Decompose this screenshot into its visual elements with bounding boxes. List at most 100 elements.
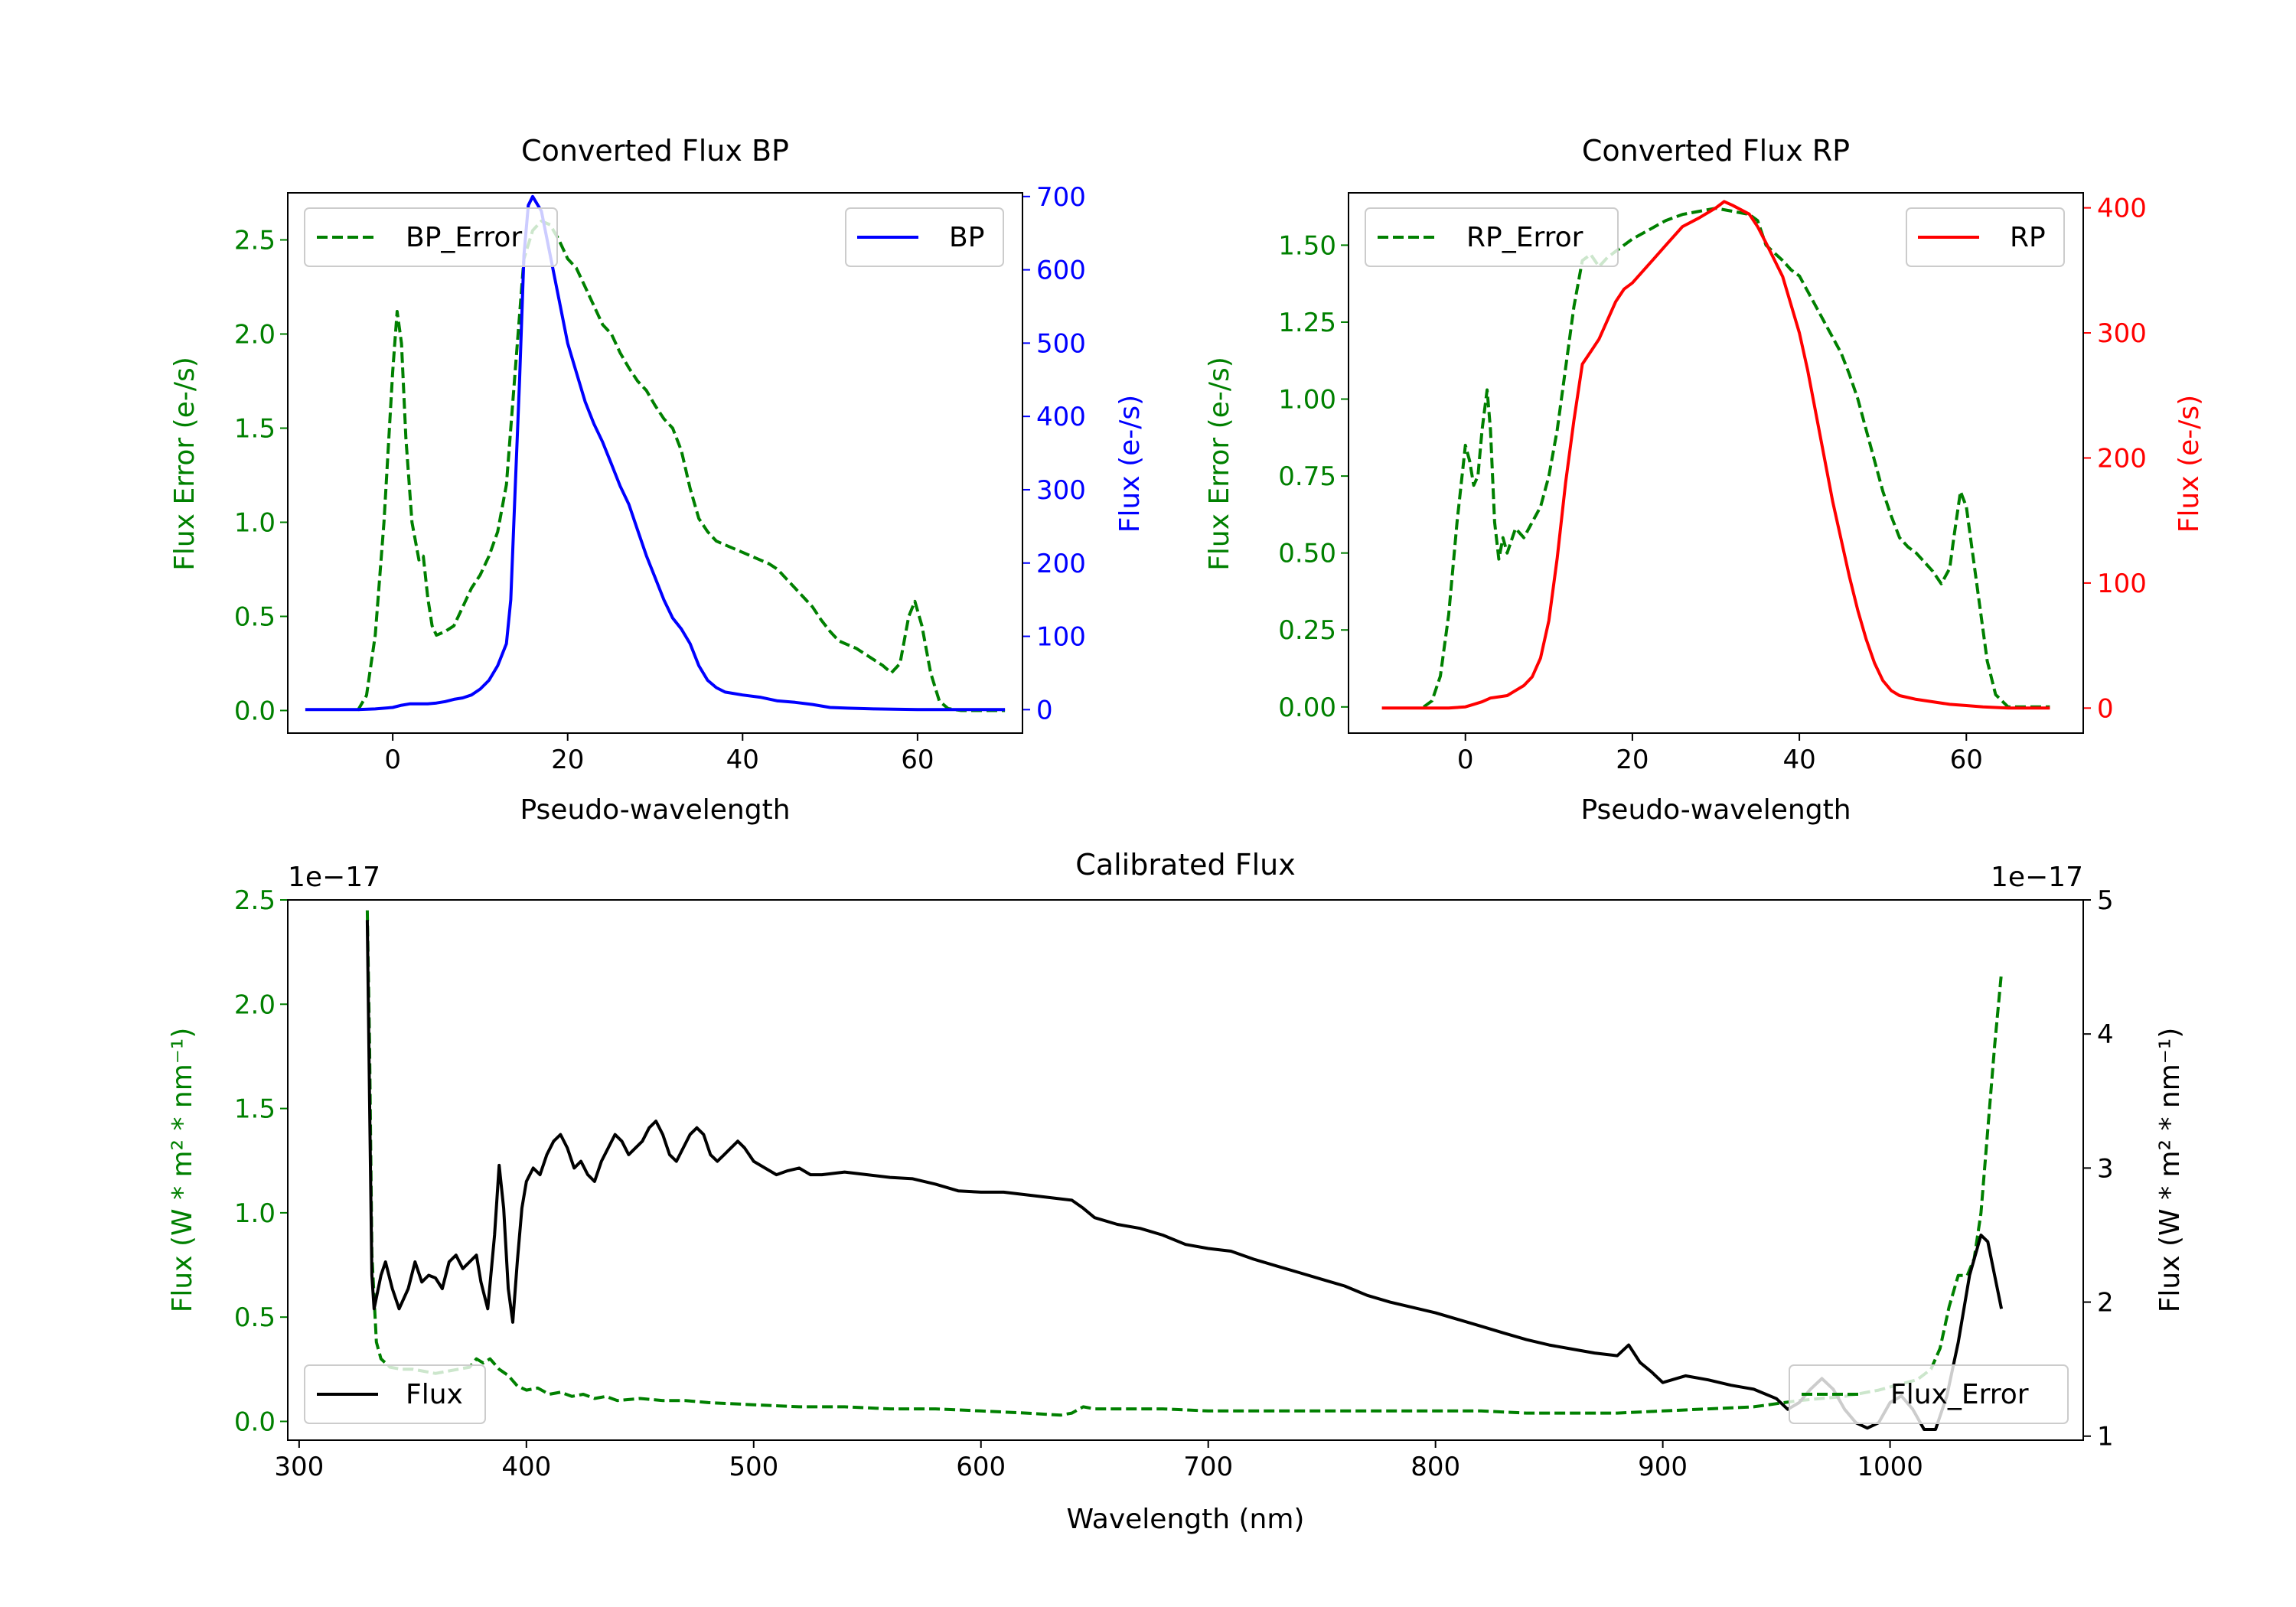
x-tick-label: 0 xyxy=(1457,745,1474,775)
panel-calibrated-flux: Calibrated Flux 1e−17 1e−17 0.0 0.5 1.0 1.5… xyxy=(167,848,2186,1535)
x-tick-label: 20 xyxy=(551,745,584,775)
legend-box xyxy=(845,207,1004,267)
y-left-tick-label: 0.25 xyxy=(1278,615,1336,646)
right-axis-ticks: 0 100 200 300 400 xyxy=(2083,194,2147,724)
y-left-tick-label: 2.0 xyxy=(234,319,276,350)
legend-label: BP xyxy=(949,222,984,253)
y-axis-label-left: Flux Error (e-/s) xyxy=(1204,357,1235,571)
y-right-tick-label: 3 xyxy=(2097,1153,2114,1184)
y-right-tick-label: 100 xyxy=(1036,622,1086,653)
chart-title: Converted Flux BP xyxy=(521,134,789,168)
y-left-tick-label: 0.50 xyxy=(1278,539,1336,569)
y-right-tick-label: 5 xyxy=(2097,885,2114,916)
series-line-rp xyxy=(1381,200,2050,710)
legend-label: Flux xyxy=(406,1379,463,1410)
legend-box xyxy=(304,207,558,267)
legend-left: RP_Error xyxy=(1365,207,1619,267)
y-right-tick-label: 4 xyxy=(2097,1019,2114,1050)
legend-label: Flux_Error xyxy=(1890,1379,2029,1410)
y-left-tick-label: 0.0 xyxy=(234,1407,276,1437)
y-right-tick-label: 400 xyxy=(2097,194,2147,224)
panel-converted-flux-bp: Converted Flux BP 0.0 0.5 1.0 1.5 2.0 2.5 0 10… xyxy=(169,134,1146,826)
y-left-tick-label: 1.25 xyxy=(1278,308,1336,338)
y-left-tick-label: 0.00 xyxy=(1278,693,1336,723)
x-tick-label: 800 xyxy=(1411,1452,1460,1482)
y-axis-label-left: Flux (W * m² * nm⁻¹) xyxy=(167,1028,198,1313)
x-tick-label: 300 xyxy=(274,1452,324,1482)
y-right-tick-label: 400 xyxy=(1036,402,1086,432)
chart-title: Converted Flux RP xyxy=(1582,134,1850,168)
x-axis-label: Pseudo-wavelength xyxy=(520,794,790,826)
y-right-tick-label: 0 xyxy=(1036,695,1053,725)
y-left-tick-label: 2.0 xyxy=(234,989,276,1020)
series-line-bp xyxy=(305,194,1006,712)
left-axis-ticks: 0.00 0.25 0.50 0.75 1.00 1.25 1.50 xyxy=(1278,230,1349,723)
x-tick-label: 40 xyxy=(1782,745,1815,775)
x-tick-label: 0 xyxy=(384,745,401,775)
y-left-tick-label: 2.5 xyxy=(234,885,276,916)
y-right-tick-label: 700 xyxy=(1036,182,1086,213)
x-tick-label: 40 xyxy=(726,745,759,775)
y-left-tick-label: 1.50 xyxy=(1278,230,1336,261)
y-right-tick-label: 1 xyxy=(2097,1422,2114,1452)
x-axis-label: Wavelength (nm) xyxy=(1067,1504,1305,1535)
x-tick-label: 60 xyxy=(1950,745,1983,775)
x-tick-label: 700 xyxy=(1183,1452,1233,1482)
legend-label: BP_Error xyxy=(406,222,522,253)
y-left-tick-label: 1.0 xyxy=(234,507,276,538)
y-left-tick-label: 0.75 xyxy=(1278,461,1336,492)
x-axis-ticks: 300 400 500 600 700 800 900 1000 xyxy=(274,1440,1923,1482)
y-left-tick-label: 2.5 xyxy=(234,225,276,256)
y-left-tick-label: 1.5 xyxy=(234,1094,276,1125)
legend-left: Flux xyxy=(304,1364,486,1424)
left-axis-ticks: 0.0 0.5 1.0 1.5 2.0 2.5 xyxy=(234,885,288,1437)
y-left-tick-label: 1.0 xyxy=(234,1198,276,1229)
series-layer xyxy=(305,194,1006,712)
plot-frame xyxy=(287,192,1023,734)
x-tick-label: 1000 xyxy=(1857,1452,1923,1482)
y-axis-label-left: Flux Error (e-/s) xyxy=(169,357,201,571)
legend-label: RP xyxy=(2010,222,2046,253)
y-left-tick-label: 1.00 xyxy=(1278,385,1336,416)
y-axis-offset-left: 1e−17 xyxy=(288,862,380,893)
x-axis-ticks: 0 20 40 60 xyxy=(1457,733,1983,775)
series-line-flux xyxy=(365,920,2004,1431)
y-right-tick-label: 300 xyxy=(1036,475,1086,506)
x-tick-label: 400 xyxy=(501,1452,551,1482)
y-right-tick-label: 300 xyxy=(2097,318,2147,349)
legend-box xyxy=(1906,207,2065,267)
y-right-tick-label: 200 xyxy=(1036,549,1086,579)
x-tick-label: 600 xyxy=(956,1452,1006,1482)
chart-title: Calibrated Flux xyxy=(1075,848,1295,882)
y-axis-label-right: Flux (e-/s) xyxy=(1114,395,1146,533)
y-left-tick-label: 1.5 xyxy=(234,413,276,444)
left-axis-ticks: 0.0 0.5 1.0 1.5 2.0 2.5 xyxy=(234,225,288,726)
legend-box xyxy=(304,1364,486,1424)
panel-converted-flux-rp: Converted Flux RP 0.00 0.25 0.50 0.75 1.00 1.… xyxy=(1204,134,2205,826)
y-left-tick-label: 0.5 xyxy=(234,601,276,632)
y-left-tick-label: 0.5 xyxy=(234,1302,276,1333)
right-axis-ticks: 0 100 200 300 400 500 600 700 xyxy=(1022,182,1086,725)
y-right-tick-label: 600 xyxy=(1036,256,1086,286)
legend-box xyxy=(1789,1364,2069,1424)
x-axis-ticks: 0 20 40 60 xyxy=(384,733,934,775)
y-right-tick-label: 2 xyxy=(2097,1288,2114,1319)
y-axis-label-right: Flux (W * m² * nm⁻¹) xyxy=(2154,1028,2186,1313)
y-axis-offset-right: 1e−17 xyxy=(1991,862,2083,893)
legend-right: BP xyxy=(845,207,1004,267)
plot-frame xyxy=(1348,192,2084,734)
y-right-tick-label: 0 xyxy=(2097,693,2114,724)
y-right-tick-label: 100 xyxy=(2097,569,2147,599)
right-axis-ticks: 1 2 3 4 5 xyxy=(2083,885,2114,1452)
legend-left: BP_Error xyxy=(304,207,558,267)
y-left-tick-label: 0.0 xyxy=(234,696,276,726)
x-tick-label: 60 xyxy=(901,745,934,775)
legend-label: RP_Error xyxy=(1466,222,1583,253)
series-line-bp-error xyxy=(356,219,1006,712)
legend-right: RP xyxy=(1906,207,2065,267)
y-axis-label-right: Flux (e-/s) xyxy=(2174,395,2205,533)
legend-box xyxy=(1365,207,1619,267)
x-tick-label: 900 xyxy=(1638,1452,1688,1482)
